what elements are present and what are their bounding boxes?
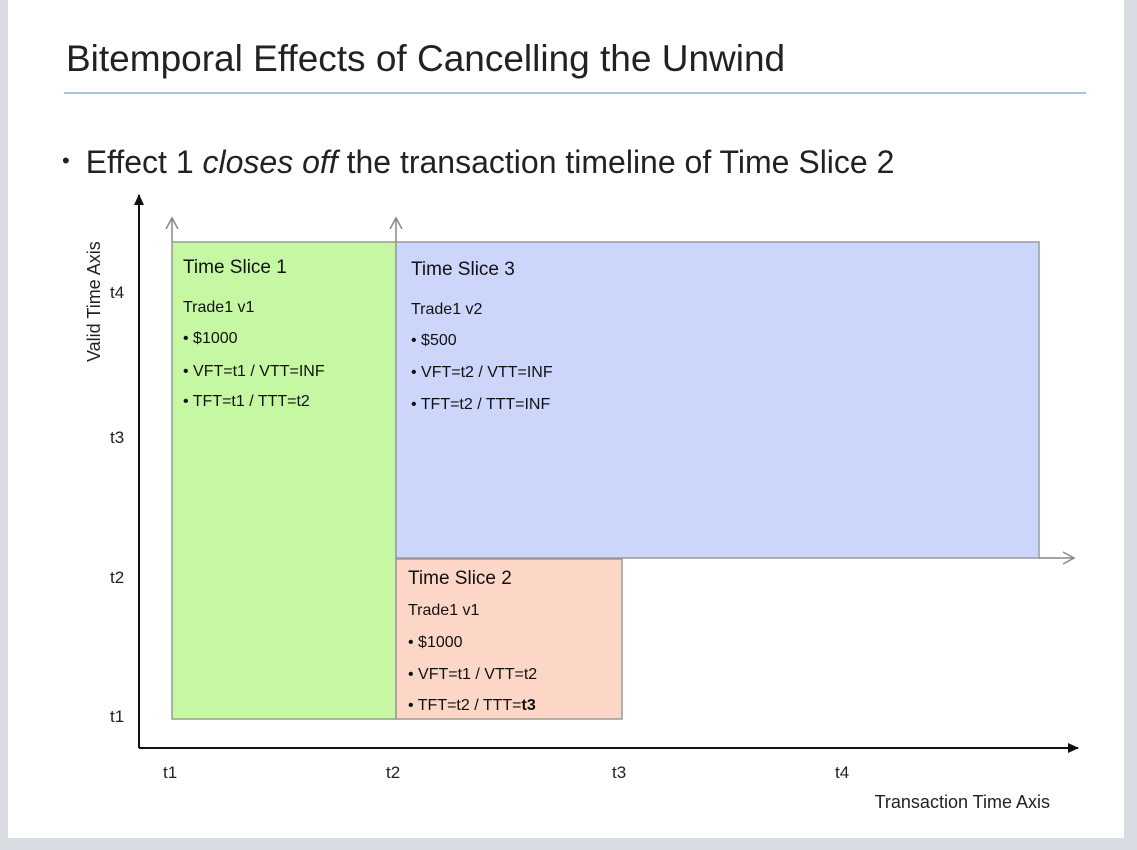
time-slice-2: Time Slice 2 Trade1 v1 • $1000 • VFT=t1 …: [395, 558, 623, 720]
bullet-dot-icon: •: [183, 363, 193, 380]
svg-text:• VFT=t1 / VTT=t2: • VFT=t1 / VTT=t2: [408, 666, 537, 683]
bullet-point: • Effect 1 closes off the transaction tim…: [62, 144, 894, 181]
bullet-dot-icon: •: [183, 393, 193, 410]
time-slice-1-bullet: TFT=t1 / TTT=t2: [193, 393, 310, 410]
time-slice-2-box: [395, 558, 623, 720]
bullet-dot-icon: •: [183, 330, 193, 347]
time-slice-3-bullet: $500: [421, 332, 457, 349]
bullet-dot-icon: •: [411, 364, 421, 381]
svg-text:• $1000: • $1000: [408, 634, 463, 651]
time-slice-3-box: [395, 241, 1040, 559]
svg-text:• TFT=t1 / TTT=t2: • TFT=t1 / TTT=t2: [183, 393, 310, 410]
svg-text:• TFT=t2 / TTT=INF: • TFT=t2 / TTT=INF: [411, 396, 550, 413]
x-axis-label: Transaction Time Axis: [875, 792, 1050, 812]
svg-text:• $500: • $500: [411, 332, 457, 349]
x-tick-label: t1: [163, 763, 177, 782]
time-slice-2-bullet: VFT=t1 / VTT=t2: [418, 666, 537, 683]
time-slice-1-bullet: VFT=t1 / VTT=INF: [193, 363, 325, 380]
time-slice-3-bullet: TFT=t2 / TTT=INF: [421, 396, 551, 413]
bullet-prefix: Effect 1: [85, 144, 203, 180]
time-slice-1-trade: Trade1 v1: [183, 299, 255, 316]
x-tick-label: t2: [386, 763, 400, 782]
svg-text:• TFT=t2 / TTT=t3: • TFT=t2 / TTT=t3: [408, 697, 536, 714]
time-slice-1-bullet: $1000: [193, 330, 238, 347]
svg-text:• $1000: • $1000: [183, 330, 238, 347]
y-tick-label: t1: [110, 707, 124, 726]
time-slice-2-bullet-bold: t3: [521, 697, 535, 714]
y-axis-label: Valid Time Axis: [84, 241, 104, 362]
svg-text:• VFT=t1 / VTT=INF: • VFT=t1 / VTT=INF: [183, 363, 325, 380]
time-slice-3-title: Time Slice 3: [411, 259, 515, 280]
slide-title: Bitemporal Effects of Cancelling the Unw…: [66, 38, 786, 79]
svg-text:• VFT=t2 / VTT=INF: • VFT=t2 / VTT=INF: [411, 364, 553, 381]
time-slice-3-trade: Trade1 v2: [411, 301, 483, 318]
time-slice-1-title: Time Slice 1: [183, 257, 287, 278]
time-slice-1: Time Slice 1 Trade1 v1 • $1000 • VFT=t1 …: [171, 241, 397, 720]
time-slice-2-bullet-prefix: TFT=t2 / TTT=: [418, 697, 522, 714]
time-slice-2-title: Time Slice 2: [408, 568, 512, 589]
bullet-dot-icon: •: [411, 396, 421, 413]
bullet-dot-icon: •: [408, 697, 418, 714]
bullet-dot-icon: •: [408, 634, 418, 651]
x-tick-label: t4: [835, 763, 849, 782]
bullet-suffix: the transaction timeline of Time Slice 2: [337, 144, 895, 180]
bullet-dot-icon: •: [411, 332, 421, 349]
bullet-dot-icon: •: [62, 148, 70, 173]
time-slice-1-box: [171, 241, 397, 720]
y-tick-label: t4: [110, 283, 124, 302]
time-slice-3: Time Slice 3 Trade1 v2 • $500 • VFT=t2 /…: [395, 241, 1040, 559]
time-slice-3-bullet: VFT=t2 / VTT=INF: [421, 364, 553, 381]
bullet-emphasis: closes off: [202, 144, 338, 180]
time-slice-2-trade: Trade1 v1: [408, 602, 480, 619]
y-tick-label: t3: [110, 428, 124, 447]
y-tick-label: t2: [110, 568, 124, 587]
x-tick-label: t3: [612, 763, 626, 782]
title-underline: [64, 92, 1086, 94]
time-slice-2-bullet: $1000: [418, 634, 463, 651]
bullet-dot-icon: •: [408, 666, 418, 683]
